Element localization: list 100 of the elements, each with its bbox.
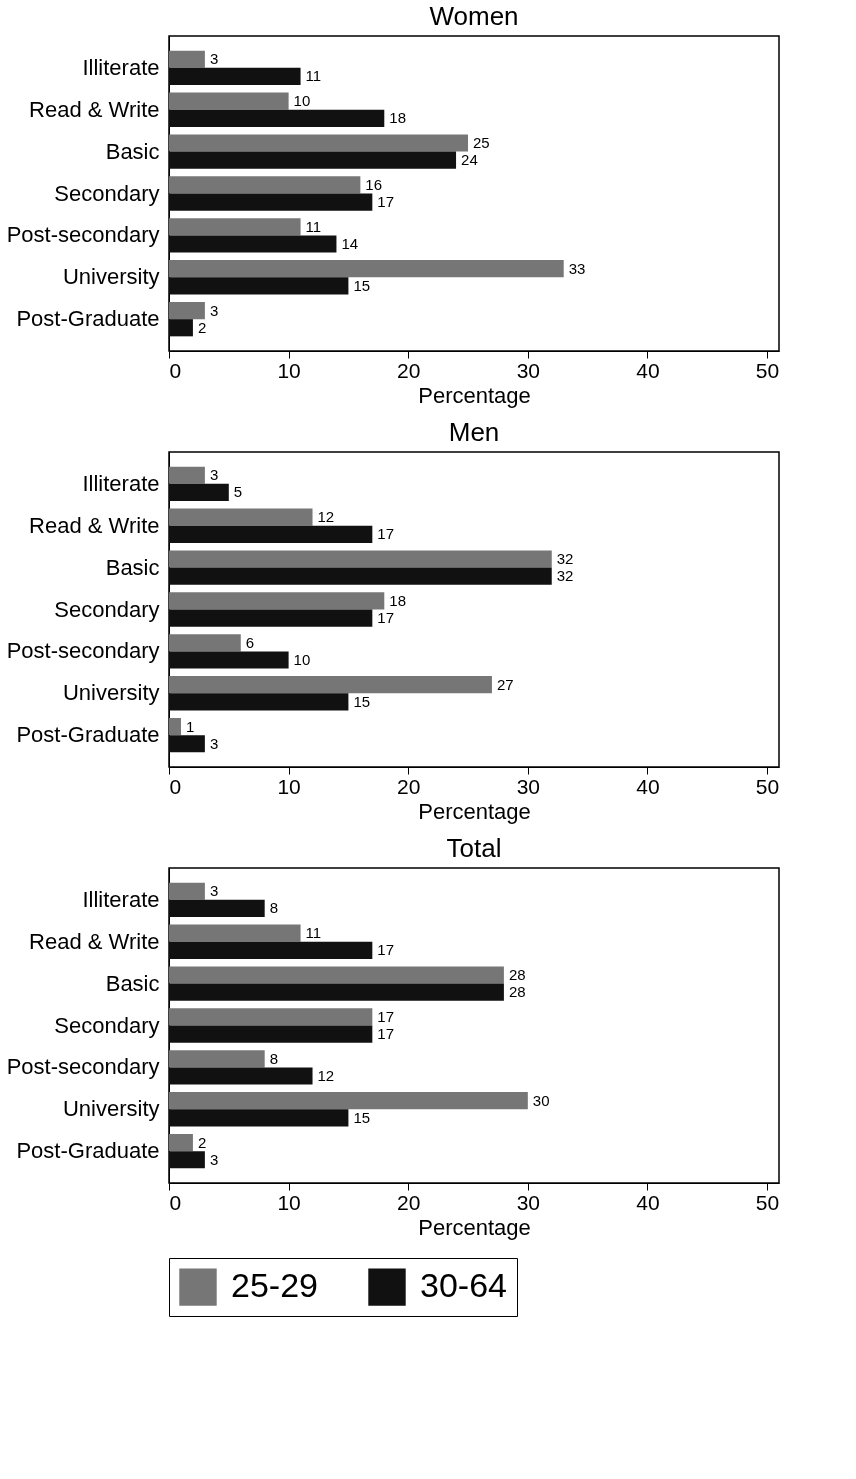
data-label: 3 [209, 301, 219, 319]
data-label: 11 [305, 924, 322, 942]
x-tick-label: 30 [516, 774, 540, 798]
x-tick-label: 0 [169, 774, 182, 798]
bar [169, 508, 313, 526]
data-label: 27 [496, 675, 514, 693]
data-label: 28 [508, 983, 526, 1001]
data-label: 12 [317, 1066, 335, 1084]
y-tick-label: Read & Write [29, 928, 160, 954]
data-label: 11 [305, 67, 322, 85]
data-label: 17 [377, 609, 395, 627]
bar [169, 924, 301, 942]
bar [169, 609, 373, 627]
bar [169, 592, 385, 610]
x-tick-label: 20 [397, 774, 421, 798]
data-label: 32 [556, 567, 574, 585]
data-label: 3 [209, 1150, 219, 1168]
y-tick-label: Illiterate [82, 470, 160, 496]
legend-label: 25-29 [231, 1266, 318, 1305]
data-label: 8 [269, 899, 279, 917]
y-tick-label: Basic [105, 554, 160, 580]
y-tick-label: Read & Write [29, 512, 160, 538]
data-label: 17 [377, 525, 395, 543]
data-label: 12 [317, 508, 335, 526]
data-label: 3 [209, 466, 219, 484]
x-tick-label: 20 [397, 1190, 421, 1214]
bar [169, 1008, 373, 1026]
y-tick-label: Basic [105, 970, 160, 996]
bar [169, 550, 552, 568]
bar [169, 634, 241, 652]
bar [169, 1151, 205, 1169]
y-tick-label: Post-Graduate [16, 1138, 160, 1164]
y-tick-label: Post-Graduate [16, 722, 160, 748]
data-label: 17 [377, 1007, 395, 1025]
bar [169, 50, 205, 68]
data-label: 3 [209, 734, 219, 752]
bar [169, 218, 301, 236]
data-label: 30 [532, 1091, 550, 1109]
bar [169, 466, 205, 484]
chart-title: Total [446, 833, 502, 863]
data-label: 25 [473, 134, 490, 152]
bar [169, 966, 504, 984]
y-tick-label: Read & Write [29, 96, 160, 122]
data-label: 3 [209, 50, 219, 68]
data-label: 14 [341, 234, 359, 252]
x-tick-label: 40 [636, 774, 660, 798]
y-tick-label: Basic [105, 138, 160, 164]
x-axis-title: Percentage [418, 382, 531, 408]
bar [169, 525, 373, 543]
data-label: 17 [377, 941, 395, 959]
y-tick-label: Post-Graduate [16, 306, 160, 332]
data-label: 32 [556, 550, 574, 568]
bar [169, 1050, 265, 1068]
bar [169, 983, 504, 1001]
bar [169, 735, 205, 753]
bar [169, 67, 301, 86]
chart-title: Men [448, 417, 500, 447]
bar [169, 899, 265, 918]
y-tick-label: Secondary [54, 1012, 160, 1038]
x-tick-label: 30 [516, 1190, 540, 1214]
data-label: 15 [353, 692, 371, 710]
x-tick-label: 50 [755, 358, 780, 382]
bar [169, 1092, 528, 1110]
bar [169, 717, 181, 736]
data-label: 24 [461, 151, 478, 169]
y-tick-label: Secondary [54, 180, 160, 206]
bar [169, 319, 193, 337]
data-label: 5 [233, 483, 243, 501]
x-tick-label: 20 [397, 358, 421, 382]
bar [169, 260, 564, 278]
bar [169, 176, 361, 194]
chart-title: Women [429, 1, 519, 31]
data-label: 1 [185, 717, 195, 735]
data-label: 16 [365, 175, 383, 193]
y-tick-label: Illiterate [82, 54, 160, 80]
x-tick-label: 10 [277, 1190, 301, 1214]
bar [169, 193, 373, 211]
data-label: 18 [389, 109, 406, 127]
bar [169, 483, 229, 502]
data-label: 15 [353, 276, 371, 294]
x-axis-title: Percentage [418, 798, 531, 824]
x-tick-label: 50 [755, 1190, 780, 1214]
bar [169, 1109, 349, 1127]
bar [169, 1067, 313, 1085]
data-label: 10 [293, 650, 311, 668]
y-tick-label: Post-secondary [6, 222, 160, 248]
bar [169, 109, 385, 127]
legend-label: 30-64 [420, 1266, 507, 1305]
bar [169, 151, 457, 169]
bar [169, 882, 205, 900]
data-label: 2 [197, 1133, 207, 1151]
data-label: 15 [353, 1108, 371, 1126]
data-label: 11 [305, 217, 322, 235]
bar [169, 134, 469, 152]
data-label: 17 [377, 193, 395, 211]
y-tick-label: Illiterate [82, 886, 160, 912]
y-tick-label: University [62, 264, 160, 290]
bar [169, 567, 552, 585]
data-label: 8 [269, 1049, 279, 1067]
bar [169, 941, 373, 959]
